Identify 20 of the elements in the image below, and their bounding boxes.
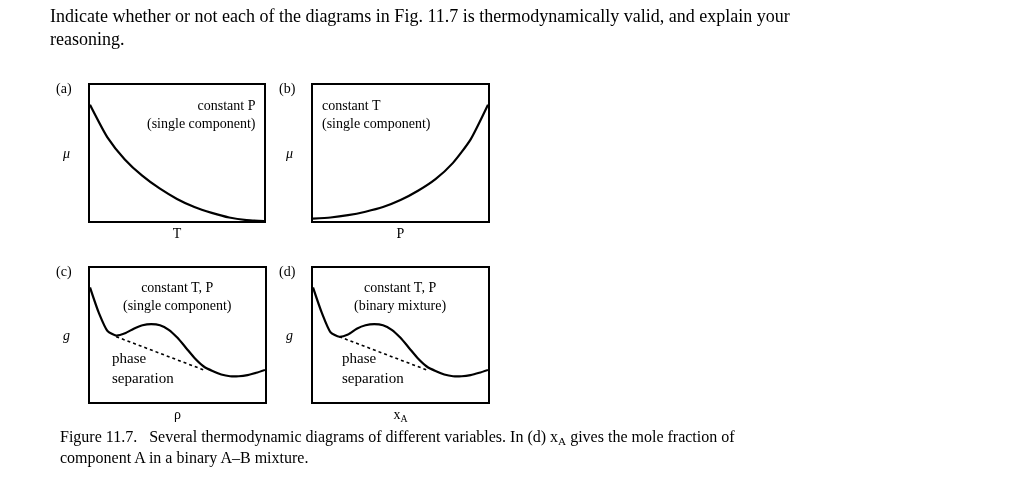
x-axis-title: T	[172, 225, 182, 241]
text: Figure 11.7. Several thermodynamic diagrams of different variables. In (d) x$_{A}$ gives the mole fraction of component A in a binary A–B mixture.	[60, 428, 735, 466]
y-axis-title: g	[63, 328, 70, 343]
y-axis-title: μ	[285, 146, 294, 161]
annotation: phase separation	[112, 350, 175, 386]
chart-title: (d)	[279, 264, 296, 280]
x-axis-title: ρ	[174, 406, 181, 422]
x-axis-title: x$_{A}$	[393, 406, 408, 424]
annotation: constant P (single component)	[147, 98, 256, 133]
annotation: constant T, P (single component)	[123, 280, 232, 315]
annotation: phase separation	[342, 350, 405, 386]
y-axis-title: μ	[62, 146, 71, 161]
x-axis-title: P	[396, 225, 405, 241]
annotation: constant T, P (binary mixture)	[354, 280, 447, 315]
chart-title: (b)	[279, 81, 296, 97]
chart-title: (a)	[56, 81, 72, 97]
text: Indicate whether or not each of the diagrams in Fig. 11.7 is thermodynamically valid, and explain your reasoning.	[50, 6, 790, 50]
annotation: constant T (single component)	[322, 98, 431, 133]
chart-title: (c)	[56, 264, 72, 280]
y-axis-title: g	[286, 328, 293, 343]
